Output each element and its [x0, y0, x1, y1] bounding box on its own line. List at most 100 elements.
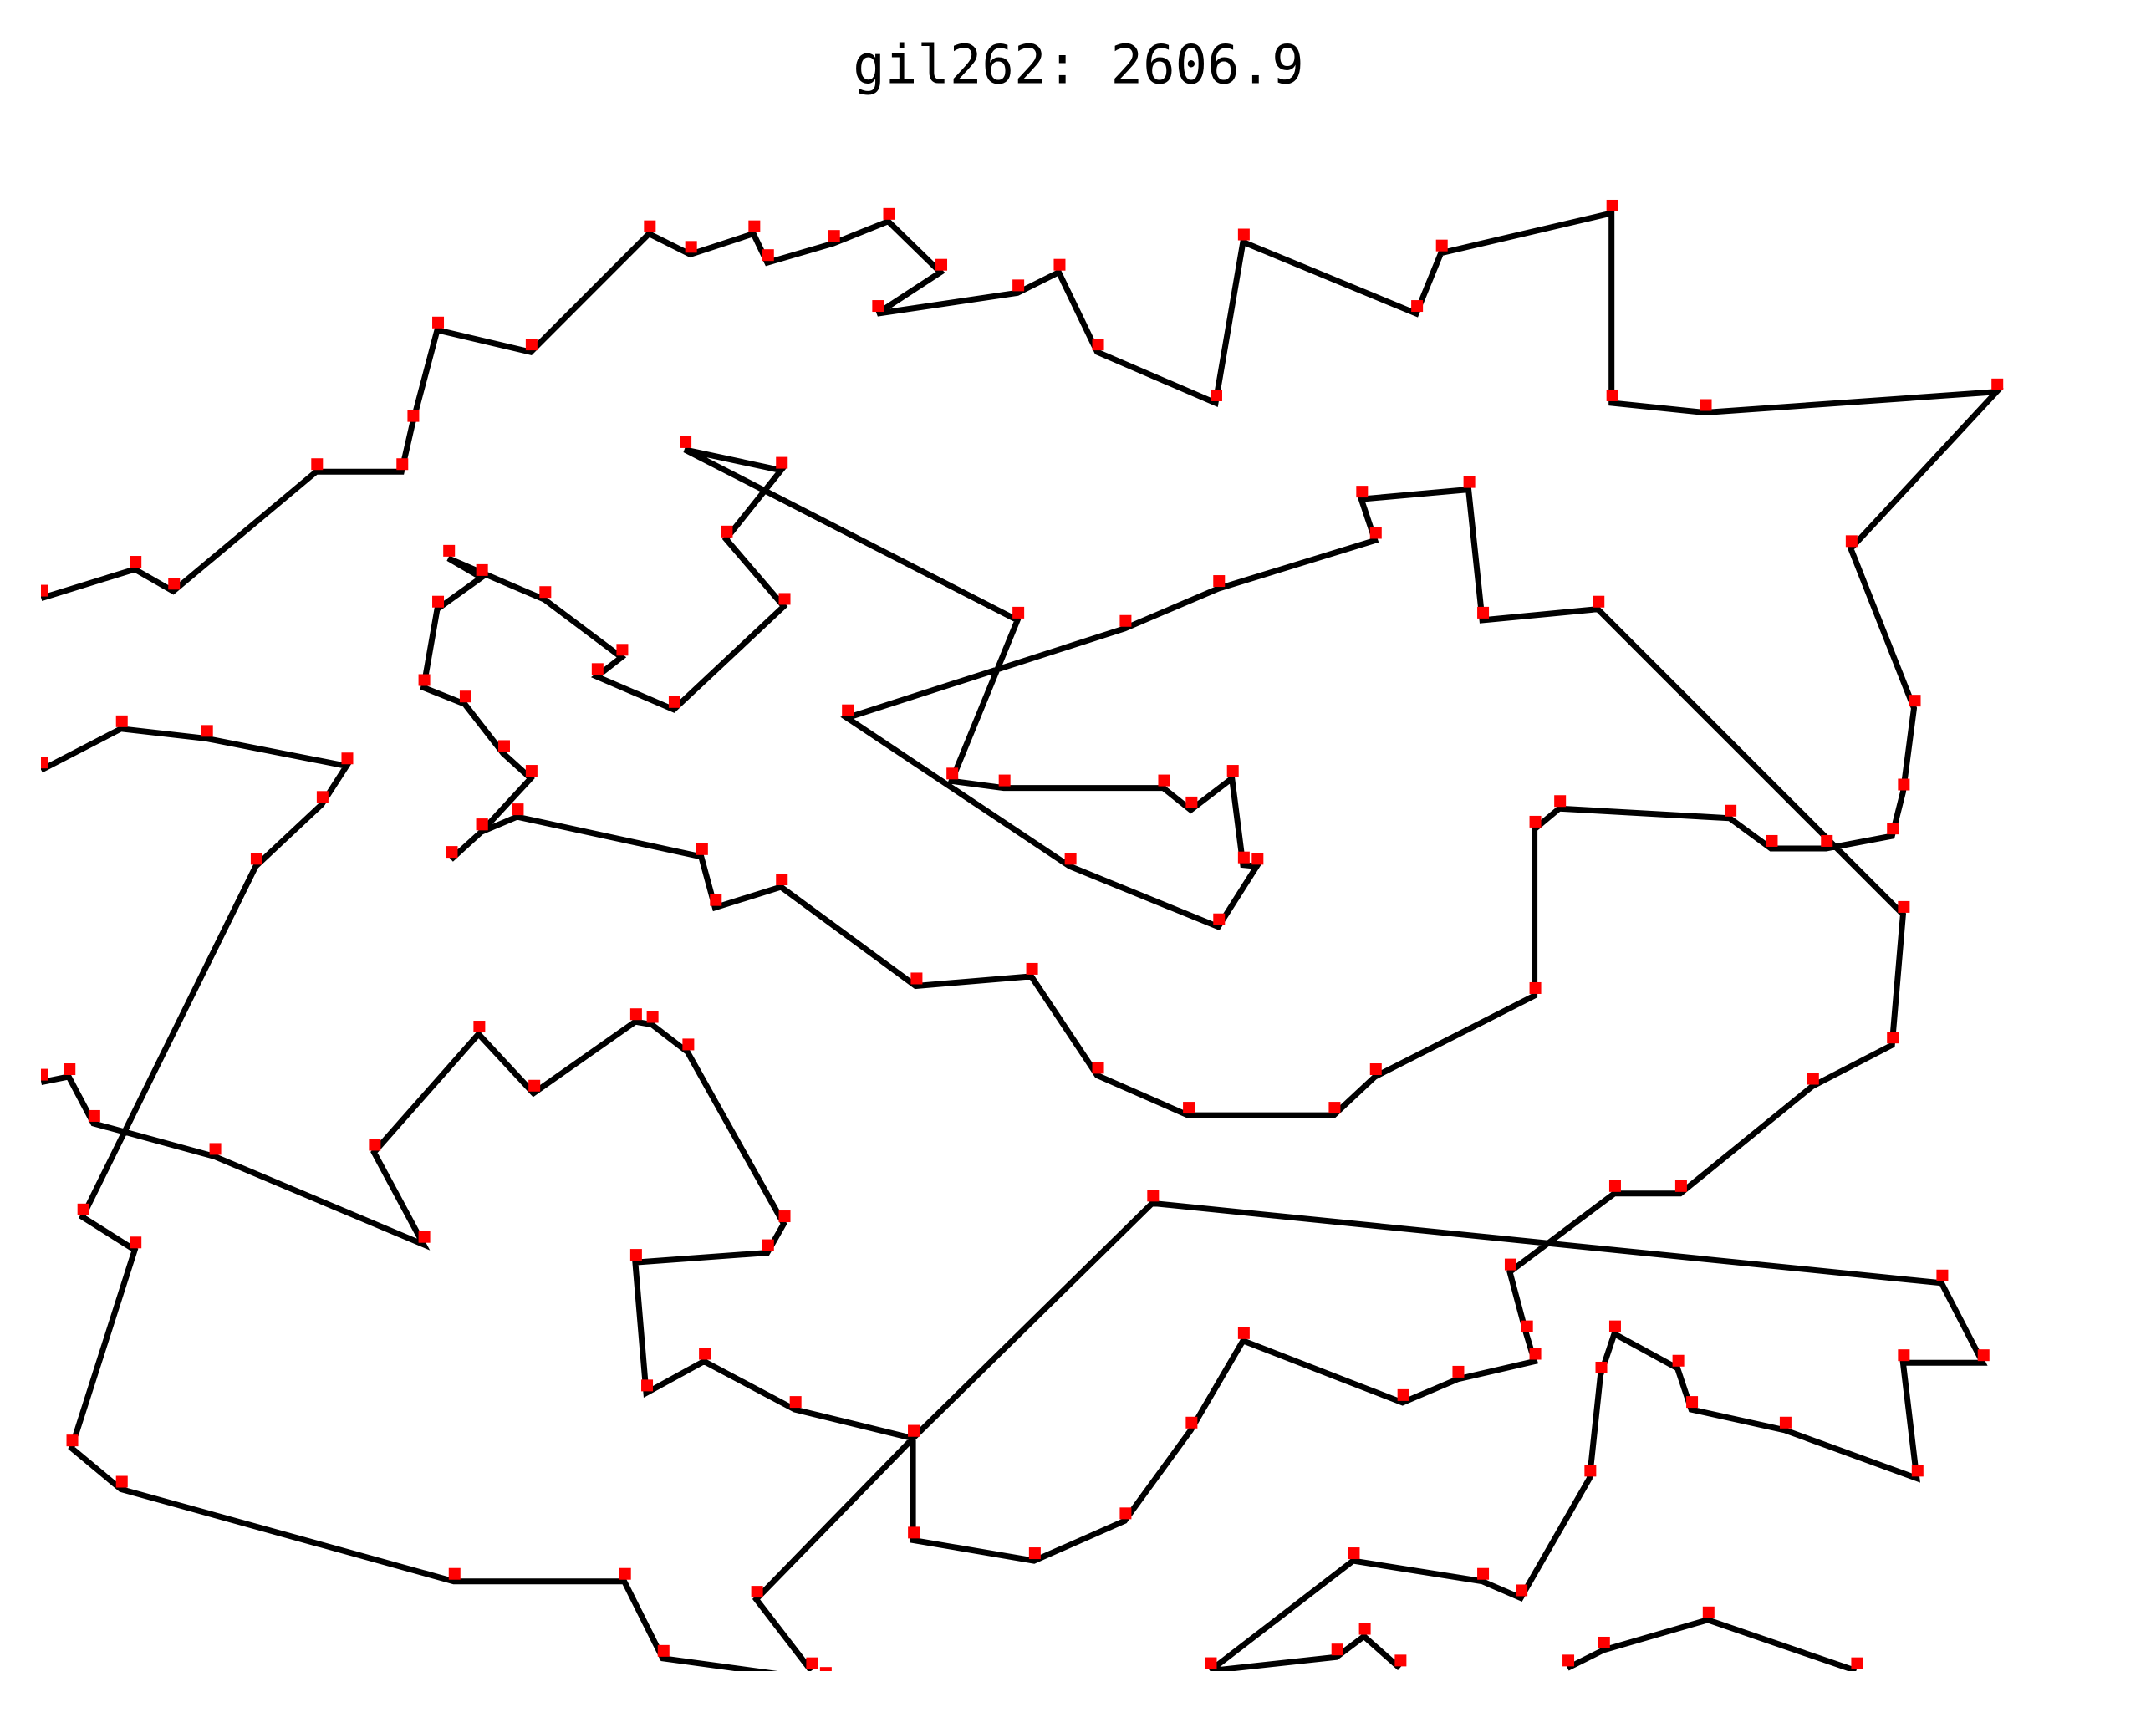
city-marker [1909, 695, 1921, 707]
city-marker [1529, 981, 1542, 994]
city-marker [776, 874, 788, 886]
city-marker [1348, 1547, 1360, 1560]
city-marker [1328, 1102, 1341, 1114]
city-marker [842, 704, 854, 716]
city-marker [1237, 228, 1250, 241]
city-marker [680, 436, 692, 448]
city-marker [1608, 1180, 1621, 1192]
city-marker [1477, 606, 1490, 619]
city-marker [1119, 1507, 1132, 1520]
city-marker [762, 1239, 774, 1251]
city-marker [311, 458, 324, 471]
city-marker [341, 752, 354, 765]
city-marker [751, 1586, 763, 1598]
city-marker [685, 241, 697, 253]
city-marker [1887, 823, 1899, 835]
city-marker [1898, 1349, 1910, 1362]
city-marker [1119, 614, 1132, 627]
city-marker [64, 1063, 76, 1076]
city-marker [115, 715, 128, 727]
city-marker [682, 1038, 695, 1051]
city-marker [1331, 1643, 1343, 1656]
city-marker [644, 220, 656, 232]
city-marker [1606, 199, 1618, 211]
city-marker [776, 456, 788, 469]
city-marker [528, 1079, 541, 1092]
city-marker [1821, 834, 1833, 847]
city-marker [1674, 1180, 1687, 1192]
chart-title: gil262: 2606.9 [853, 35, 1303, 97]
city-marker [616, 644, 629, 656]
city-marker [668, 696, 680, 708]
city-marker [1064, 853, 1077, 865]
city-marker [778, 1210, 791, 1223]
city-marker [935, 258, 948, 271]
city-marker [1672, 1354, 1685, 1367]
city-marker [1887, 1032, 1899, 1044]
city-marker [998, 774, 1011, 787]
city-marker [497, 740, 510, 752]
city-marker [41, 584, 48, 597]
city-marker [1516, 1584, 1528, 1597]
city-marker [1463, 476, 1476, 488]
city-marker [1158, 774, 1170, 787]
city-marker [778, 593, 791, 605]
city-marker [41, 757, 48, 769]
city-marker [1411, 300, 1424, 313]
city-marker [1807, 1073, 1819, 1085]
city-marker [1766, 834, 1778, 847]
city-marker [1936, 1269, 1949, 1281]
city-marker [130, 1236, 142, 1249]
city-marker [1529, 1348, 1542, 1360]
city-marker [77, 1203, 89, 1215]
city-marker [250, 853, 262, 865]
city-marker [1686, 1396, 1699, 1409]
city-marker [1251, 853, 1264, 865]
city-marker [908, 1424, 920, 1437]
city-marker [1147, 1190, 1160, 1202]
city-marker [1898, 778, 1910, 791]
city-marker [476, 818, 488, 831]
city-marker [946, 767, 959, 780]
city-marker [476, 563, 488, 576]
city-marker [1435, 239, 1448, 252]
city-marker [1213, 575, 1226, 588]
city-marker [1452, 1365, 1465, 1378]
city-marker [1185, 1416, 1198, 1429]
city-marker [1237, 1327, 1250, 1339]
city-marker [1608, 1320, 1621, 1332]
city-marker [396, 458, 409, 471]
city-marker [789, 1396, 802, 1409]
tour-line [41, 209, 2004, 1671]
city-marker [828, 230, 840, 242]
city-marker [748, 220, 761, 232]
city-marker [1584, 1465, 1597, 1477]
city-marker [1012, 279, 1025, 292]
city-marker [1356, 486, 1369, 498]
city-marker [819, 1667, 832, 1671]
city-marker [1504, 1258, 1516, 1271]
city-marker [1595, 1361, 1608, 1373]
city-marker [1702, 1606, 1715, 1618]
city-marker [525, 339, 538, 351]
city-marker [1554, 795, 1567, 808]
city-marker [657, 1644, 670, 1657]
city-marker [1092, 339, 1104, 351]
city-marker [539, 586, 552, 599]
city-marker [1092, 1062, 1104, 1074]
city-marker [629, 1249, 642, 1261]
city-marker [1779, 1416, 1792, 1429]
city-marker [512, 803, 524, 816]
city-marker [1185, 796, 1198, 808]
city-marker [1593, 595, 1605, 608]
city-marker [619, 1567, 631, 1580]
city-marker [1012, 606, 1025, 619]
city-marker [1598, 1636, 1610, 1648]
city-marker [1991, 378, 2004, 390]
city-marker [908, 1526, 920, 1539]
city-marker [316, 791, 329, 803]
city-marker [1521, 1320, 1533, 1332]
city-marker [1725, 804, 1737, 817]
city-marker [1028, 1547, 1041, 1560]
